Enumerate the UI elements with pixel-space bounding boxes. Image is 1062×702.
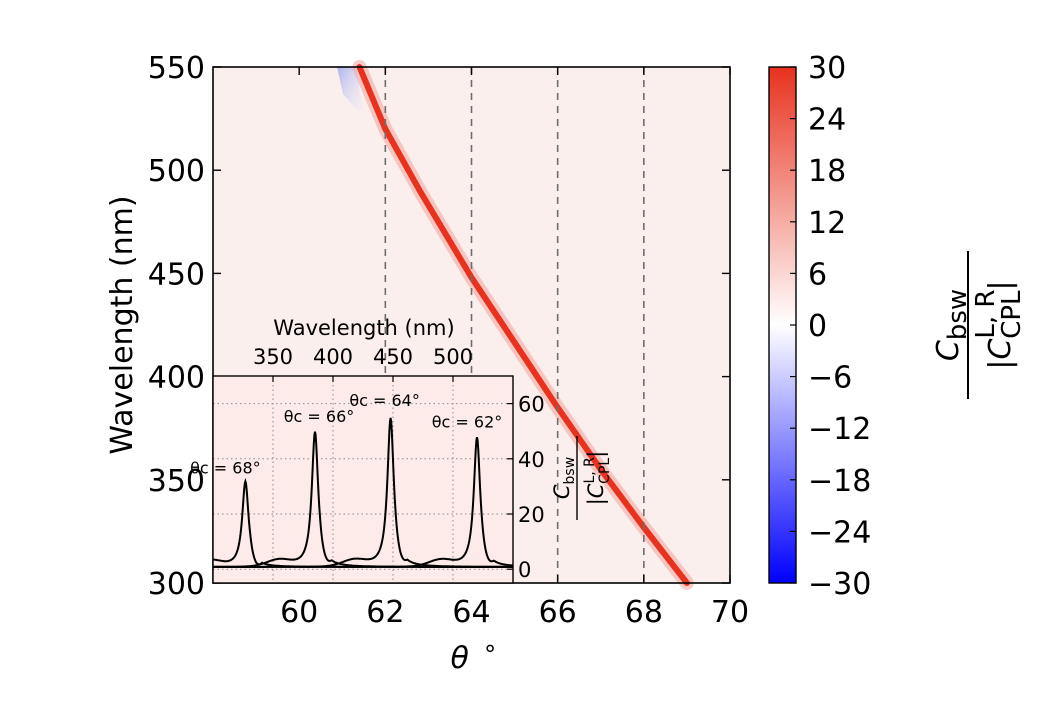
x-tick-label: 68 — [625, 595, 663, 630]
inset-series-line — [213, 437, 513, 568]
inset-x-axis-label: Wavelength (nm) — [273, 316, 454, 340]
inset-annotation: θc = 68° — [190, 459, 261, 478]
inset-frame — [212, 375, 514, 584]
inset-ylabel-denominator: |CL, RCPL| — [582, 451, 613, 506]
colorbar: 30 24 18 12 6 0 −6 −12 −18 −24 −30 Cbsw |CL, RCPL| — [768, 51, 1027, 602]
x-axis-label-degree: ∘ — [482, 634, 497, 662]
colorbar-tick-label: −12 — [808, 412, 871, 447]
colorbar-tick-label: −30 — [808, 567, 871, 602]
inset-background — [213, 376, 513, 583]
x-tick-label: 60 — [280, 595, 318, 630]
y-tick-label: 300 — [148, 567, 205, 602]
y-axis-label: Wavelength (nm) — [105, 195, 140, 454]
inset-overlay — [213, 376, 513, 583]
y-tick-labels: 300 350 400 450 500 550 — [148, 51, 205, 602]
inset-annotation: θc = 66° — [284, 407, 355, 426]
x-tick-labels: 60 62 64 66 68 70 — [280, 595, 749, 630]
inset-y-tick-label: 40 — [518, 448, 545, 472]
colorbar-tick-label: 18 — [808, 154, 846, 189]
inset-x-tick-label: 400 — [313, 345, 353, 369]
colorbar-ticks — [790, 66, 796, 584]
colorbar-tick-label: −24 — [808, 515, 871, 550]
inset-annotation: θc = 64° — [349, 391, 420, 410]
inset-plot: 350 400 450 500 0 20 40 60 Wavelength (nm) θc … — [190, 316, 613, 584]
colorbar-tick-label: 24 — [808, 103, 846, 138]
inset-annotation: θc = 62° — [432, 412, 503, 431]
colorbar-tick-labels: 30 24 18 12 6 0 −6 −12 −18 −24 −30 — [808, 51, 871, 602]
x-axis-label: θ ∘ — [451, 634, 498, 676]
x-axis-label-theta: θ — [451, 641, 469, 676]
inset-axis-ticks — [272, 376, 513, 570]
colorbar-tick-label: −18 — [808, 464, 871, 499]
inset-x-tick-labels: 350 400 450 500 — [253, 345, 473, 369]
colorbar-label-denominator: |CL, RCPL| — [971, 280, 1027, 369]
inset-series — [213, 417, 513, 568]
x-tick-label: 62 — [366, 595, 404, 630]
inset-x-tick-label: 500 — [433, 345, 473, 369]
inset-annotations: θc = 68° θc = 66°θc = 64° θc = 62° — [190, 391, 502, 477]
y-tick-label: 550 — [148, 51, 205, 86]
x-tick-label: 66 — [539, 595, 577, 630]
colorbar-tick-label: 0 — [808, 309, 827, 344]
y-tick-label: 500 — [148, 154, 205, 189]
ridge-curve — [356, 64, 690, 586]
colorbar-tick-label: −6 — [808, 361, 852, 396]
colorbar-tick-label: 12 — [808, 206, 846, 241]
inset-y-tick-label: 0 — [518, 558, 531, 582]
colorbar-tick-label: 6 — [808, 257, 827, 292]
inset-x-tick-label: 450 — [373, 345, 413, 369]
inset-y-tick-label: 60 — [518, 393, 545, 417]
inset-y-tick-labels: 0 20 40 60 — [518, 393, 545, 583]
colorbar-tick-label: 30 — [808, 51, 846, 86]
colorbar-label-numerator: Cbsw — [931, 289, 973, 361]
y-tick-label: 450 — [148, 257, 205, 292]
x-tick-label: 64 — [452, 595, 490, 630]
inset-x-tick-label: 350 — [253, 345, 293, 369]
x-tick-label: 70 — [711, 595, 749, 630]
colorbar-label: Cbsw |CL, RCPL| — [931, 251, 1027, 399]
inset-y-tick-label: 20 — [518, 503, 545, 527]
y-tick-label: 350 — [148, 464, 205, 499]
y-tick-label: 400 — [148, 361, 205, 396]
